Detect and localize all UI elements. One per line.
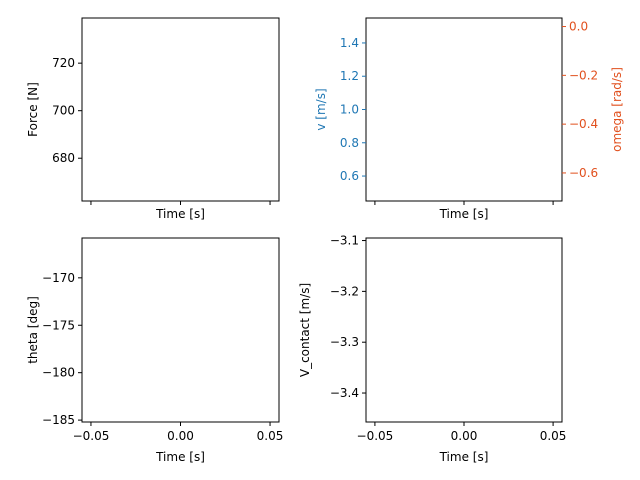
velocity-ytick-label: 1.4 <box>340 36 359 50</box>
velocity-ytick-label: 0.6 <box>340 169 359 183</box>
theta-xtick-label: −0.05 <box>73 429 110 443</box>
vcontact-ytick-label: −3.3 <box>330 335 359 349</box>
theta-ytick-label: −180 <box>42 366 75 380</box>
theta-ytick-label: −175 <box>42 318 75 332</box>
velocity-right-ytick-label: −0.6 <box>569 166 598 180</box>
velocity-xlabel: Time [s] <box>439 207 489 221</box>
theta-ytick-label: −170 <box>42 271 75 285</box>
vcontact-ytick-label: −3.1 <box>330 234 359 248</box>
force-ytick-label: 680 <box>52 151 75 165</box>
force-ytick-label: 700 <box>52 104 75 118</box>
vcontact-ytick-label: −3.2 <box>330 284 359 298</box>
velocity-right-ytick-label: 0.0 <box>569 20 588 34</box>
velocity-ytick-label: 0.8 <box>340 136 359 150</box>
theta-xtick-label: 0.00 <box>167 429 194 443</box>
force-xlabel: Time [s] <box>155 207 205 221</box>
velocity-ytick-label: 1.2 <box>340 69 359 83</box>
velocity-ylabel: v [m/s] <box>314 88 328 130</box>
vcontact-xtick-label: 0.00 <box>451 429 478 443</box>
force-ytick-label: 720 <box>52 56 75 70</box>
vcontact-ylabel: V_contact [m/s] <box>298 283 312 377</box>
velocity-right-ylabel: omega [rad/s] <box>610 67 624 152</box>
velocity-right-ytick-label: −0.2 <box>569 68 598 82</box>
force-ylabel: Force [N] <box>26 82 40 137</box>
theta-ylabel: theta [deg] <box>26 296 40 364</box>
velocity-right-ytick-label: −0.4 <box>569 117 598 131</box>
theta-ytick-label: −185 <box>42 413 75 427</box>
vcontact-xtick-label: 0.05 <box>540 429 567 443</box>
vcontact-xlabel: Time [s] <box>439 450 489 464</box>
theta-xlabel: Time [s] <box>155 450 205 464</box>
vcontact-ytick-label: −3.4 <box>330 386 359 400</box>
vcontact-xtick-label: −0.05 <box>357 429 394 443</box>
velocity-ytick-label: 1.0 <box>340 103 359 117</box>
theta-xtick-label: 0.05 <box>257 429 284 443</box>
